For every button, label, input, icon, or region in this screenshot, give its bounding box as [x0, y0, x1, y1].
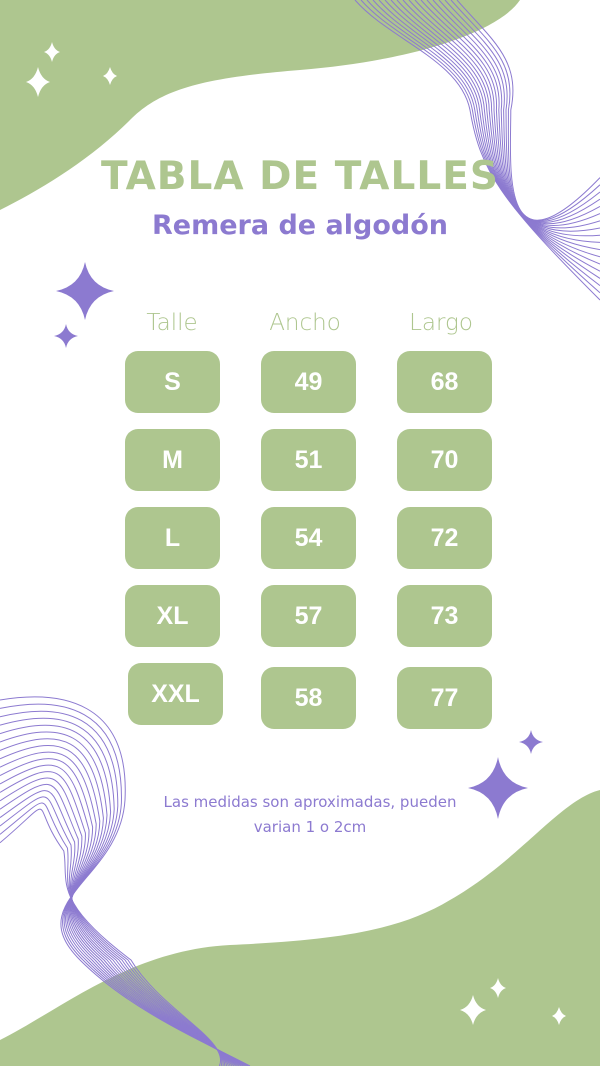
cell-size: XXL — [128, 663, 223, 725]
wave-line — [372, 0, 600, 279]
wave-line — [402, 0, 600, 243]
cell-width: 49 — [261, 351, 356, 413]
wave-line — [0, 790, 226, 1066]
page-subtitle: Remera de algodón — [152, 210, 448, 241]
wave-lines-top-right — [354, 0, 600, 301]
wave-line — [0, 764, 233, 1066]
wave-line — [444, 0, 600, 222]
column-header-talle: Talle — [146, 310, 198, 336]
sparkle-icon — [468, 757, 528, 819]
cell-width: 54 — [261, 507, 356, 569]
wave-line — [366, 0, 600, 286]
sparkle-icon — [54, 324, 78, 348]
sparkle-icon — [460, 995, 486, 1025]
cell-length: 70 — [397, 429, 492, 491]
wave-line — [354, 0, 600, 301]
cell-length: 77 — [397, 667, 492, 729]
cell-size: M — [125, 429, 220, 491]
blob-bottom-right — [0, 790, 600, 1066]
wave-line — [0, 777, 229, 1066]
wave-line — [378, 0, 600, 272]
sparkle-icon — [103, 67, 117, 85]
wave-line — [414, 0, 600, 232]
cell-size: XL — [125, 585, 220, 647]
wave-line — [426, 0, 600, 226]
wave-line — [396, 0, 600, 251]
sparkle-icon — [44, 42, 60, 62]
wave-line — [0, 802, 223, 1066]
page-title: TABLA DE TALLES — [101, 154, 499, 199]
wave-line — [420, 0, 600, 229]
wave-lines-bottom-left — [0, 696, 251, 1066]
sparkle-icon — [490, 978, 506, 998]
cell-size: L — [125, 507, 220, 569]
wave-line — [390, 0, 600, 258]
cell-width: 51 — [261, 429, 356, 491]
cell-width: 57 — [261, 585, 356, 647]
blob-top-left — [0, 0, 520, 210]
wave-line — [384, 0, 600, 265]
wave-line — [456, 0, 600, 221]
sparkle-icon — [26, 67, 50, 97]
wave-line — [0, 796, 224, 1066]
sparkle-icon — [519, 730, 543, 754]
cell-length: 68 — [397, 351, 492, 413]
column-header-largo: Largo — [409, 310, 473, 336]
wave-line — [360, 0, 600, 294]
footnote: Las medidas son aproximadas, pueden vari… — [163, 793, 457, 836]
wave-line — [408, 0, 600, 237]
wave-line — [450, 0, 600, 222]
cell-length: 72 — [397, 507, 492, 569]
column-header-ancho: Ancho — [269, 310, 341, 336]
cell-size: S — [125, 351, 220, 413]
cell-length: 73 — [397, 585, 492, 647]
sparkles — [26, 42, 566, 1025]
wave-line — [0, 783, 228, 1066]
cell-width: 58 — [261, 667, 356, 729]
sparkle-icon — [552, 1007, 566, 1025]
sparkle-icon — [56, 262, 114, 320]
wave-line — [0, 808, 222, 1066]
